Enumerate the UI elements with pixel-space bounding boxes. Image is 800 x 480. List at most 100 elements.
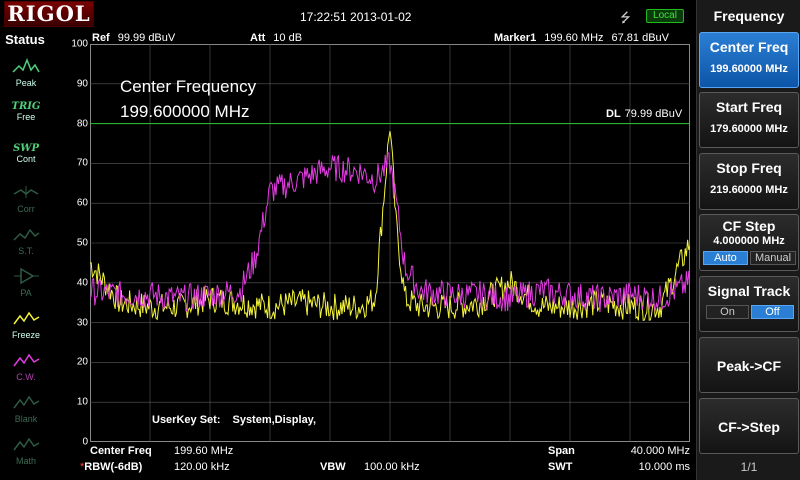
- start-freq-label: Start Freq: [715, 99, 783, 115]
- corr-icon: [7, 182, 45, 204]
- spectrum-svg: [90, 44, 690, 442]
- center-freq-value: 199.60000 MHz: [710, 63, 788, 75]
- userkey-value: System,Display,: [232, 414, 317, 426]
- peak-to-cf-label: Peak->CF: [716, 358, 782, 374]
- att-value: 10 dB: [273, 32, 303, 44]
- status-st-label: S.T.: [18, 246, 34, 256]
- footer-swt-value: 10.000 ms: [638, 461, 690, 473]
- frequency-menu: Frequency Center Freq 199.60000 MHz Star…: [696, 0, 800, 480]
- footer-center-freq: Center Freq 199.60 MHz: [90, 445, 290, 457]
- status-trigger-label: Free: [16, 112, 36, 122]
- status-st: S.T.: [7, 224, 45, 262]
- status-sweep: SWP Cont: [7, 140, 45, 178]
- trace-1-line: [90, 131, 690, 322]
- remote-mode-badge[interactable]: Local: [646, 9, 684, 23]
- cf-step-value: 4.000000 MHz: [713, 235, 785, 247]
- attenuation-readout: Att 10 dB: [250, 32, 302, 44]
- y-tick-label: 40: [76, 277, 88, 289]
- cf-to-step-button[interactable]: CF->Step: [699, 398, 799, 454]
- ref-key: Ref: [92, 32, 110, 44]
- marker-readout: Marker1 199.60 MHz 67.81 dBuV: [494, 32, 669, 44]
- status-blank: Blank: [7, 392, 45, 430]
- y-tick-label: 70: [76, 157, 88, 169]
- footer-swt: SWT 10.000 ms: [548, 461, 690, 473]
- st-icon: [7, 224, 45, 246]
- status-cw: C.W.: [7, 350, 45, 388]
- signal-track-off[interactable]: Off: [751, 305, 794, 319]
- pa-icon: [7, 266, 45, 288]
- blank-icon: [7, 392, 45, 414]
- status-freeze: Freeze: [7, 308, 45, 346]
- footer-cf-value: 199.60 MHz: [174, 445, 234, 457]
- footer-rbw: *RBW(-6dB) 120.00 kHz: [80, 461, 280, 473]
- footer-span: Span 40.000 MHz: [548, 445, 690, 457]
- signal-track-toggle: On Off: [703, 305, 795, 319]
- att-key: Att: [250, 32, 266, 44]
- ref-level-readout: Ref 99.99 dBuV: [92, 32, 175, 44]
- status-title: Status: [5, 32, 45, 47]
- status-corr: Corr: [7, 182, 45, 220]
- marker-key: Marker1: [494, 32, 537, 44]
- y-tick-label: 0: [82, 436, 88, 448]
- status-peak: Peak: [7, 56, 45, 94]
- center-freq-button[interactable]: Center Freq 199.60000 MHz: [699, 32, 799, 88]
- top-bar: RIGOL 17:22:51 2013-01-02 ⭍ Local: [0, 0, 696, 32]
- status-pa: PA: [7, 266, 45, 304]
- y-tick-label: 60: [76, 197, 88, 209]
- signal-track-button[interactable]: Signal Track On Off: [699, 276, 799, 332]
- footer-vbw-value: 100.00 kHz: [364, 461, 420, 473]
- peak-icon: [7, 56, 45, 78]
- y-tick-label: 50: [76, 237, 88, 249]
- display-line-readout: DL 79.99 dBuV: [606, 108, 682, 120]
- freeze-icon: [7, 308, 45, 330]
- usb-icon: ⭍: [620, 10, 631, 25]
- status-corr-label: Corr: [17, 204, 35, 214]
- y-axis: 100 90 80 70 60 50 40 30 20 10 0: [50, 39, 90, 448]
- footer-vbw: VBW 100.00 kHz: [320, 461, 520, 473]
- footer-cf-key: Center Freq: [90, 445, 152, 457]
- cw-icon: [7, 350, 45, 372]
- marker-freq: 199.60 MHz: [544, 32, 604, 44]
- ref-value: 99.99 dBuV: [117, 32, 176, 44]
- status-peak-label: Peak: [15, 78, 37, 88]
- peak-to-cf-button[interactable]: Peak->CF: [699, 337, 799, 393]
- y-tick-label: 30: [76, 317, 88, 329]
- footer-vbw-key: VBW: [320, 461, 346, 473]
- date-time: 17:22:51 2013-01-02: [300, 10, 412, 24]
- status-cw-label: C.W.: [16, 372, 36, 382]
- status-freeze-label: Freeze: [11, 330, 40, 340]
- center-freq-label: Center Freq: [709, 39, 789, 55]
- cf-step-manual[interactable]: Manual: [750, 251, 796, 265]
- cf-step-label: CF Step: [722, 218, 776, 234]
- status-panel: Status Peak TRIG Free SWP Cont Corr S.T.…: [0, 32, 50, 480]
- y-tick-label: 10: [76, 396, 88, 408]
- footer-span-value: 40.000 MHz: [630, 445, 690, 457]
- signal-track-label: Signal Track: [707, 283, 791, 299]
- cf-step-auto[interactable]: Auto: [703, 251, 748, 265]
- start-freq-button[interactable]: Start Freq 179.60000 MHz: [699, 92, 799, 148]
- footer-swt-key: SWT: [548, 461, 573, 473]
- y-tick-label: 20: [76, 356, 88, 368]
- stop-freq-value: 219.60000 MHz: [710, 184, 788, 196]
- signal-track-on[interactable]: On: [706, 305, 749, 319]
- center-frequency-overlay: Center Frequency 199.600000 MHz: [120, 74, 256, 124]
- userkey-key: UserKey Set:: [152, 414, 221, 426]
- footer-rbw-value: 120.00 kHz: [174, 461, 230, 473]
- trig-icon: TRIG: [11, 101, 41, 112]
- status-sweep-label: Cont: [16, 154, 36, 164]
- menu-title: Frequency: [713, 8, 785, 24]
- footer-span-key: Span: [548, 445, 575, 457]
- stop-freq-label: Stop Freq: [716, 160, 782, 176]
- cf-step-button[interactable]: CF Step 4.000000 MHz Auto Manual: [699, 214, 799, 271]
- status-math: Math: [7, 434, 45, 472]
- menu-page-indicator: 1/1: [740, 460, 758, 474]
- status-math-label: Math: [15, 456, 36, 466]
- spectrum-plot[interactable]: [90, 44, 690, 442]
- sweep-icon: SWP: [13, 143, 39, 154]
- dl-value: 79.99 dBuV: [624, 108, 683, 120]
- cf-overlay-title: Center Frequency: [120, 77, 257, 96]
- userkey-readout: UserKey Set: System,Display,: [152, 414, 316, 426]
- stop-freq-button[interactable]: Stop Freq 219.60000 MHz: [699, 153, 799, 210]
- cf-to-step-label: CF->Step: [718, 419, 780, 435]
- dl-key: DL: [606, 108, 621, 120]
